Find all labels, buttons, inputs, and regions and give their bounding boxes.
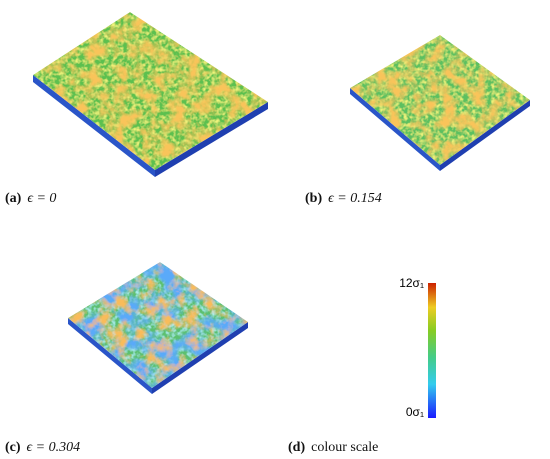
caption-label: (c) [5, 440, 21, 455]
caption-label: (a) [5, 191, 22, 206]
caption-text: ϵ = 0.304 [26, 440, 81, 455]
plate-side [440, 100, 530, 171]
plate-side [155, 102, 268, 177]
caption: (d) colour scale [288, 440, 378, 456]
caption-label: (b) [305, 191, 323, 206]
caption: (c) ϵ = 0.304 [5, 440, 80, 456]
scale-min-label: 0σ₁ [405, 405, 424, 419]
caption-label: (d) [288, 440, 306, 455]
plate-side [350, 88, 440, 171]
plate-surface [68, 262, 248, 388]
caption-text: ϵ = 0.154 [328, 191, 382, 206]
plate-surface [33, 12, 268, 170]
colour-bar [428, 283, 436, 418]
caption-text: colour scale [311, 440, 379, 455]
plate-surface [350, 35, 530, 165]
plate-side [152, 322, 248, 394]
plate-side [33, 75, 155, 177]
caption: (a) ϵ = 0 [5, 191, 56, 207]
caption-text: ϵ = 0 [27, 191, 57, 206]
plate-side [68, 318, 152, 394]
scale-max-label: 12σ₁ [399, 276, 424, 290]
caption: (b) ϵ = 0.154 [305, 191, 382, 207]
